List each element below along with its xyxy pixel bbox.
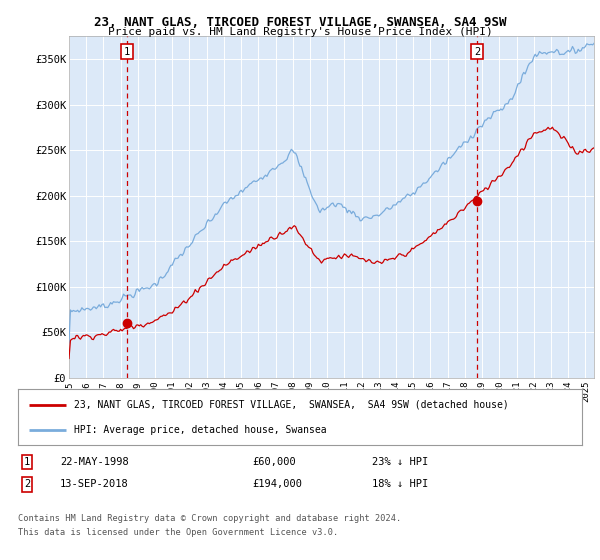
Text: 23, NANT GLAS, TIRCOED FOREST VILLAGE, SWANSEA, SA4 9SW: 23, NANT GLAS, TIRCOED FOREST VILLAGE, S… (94, 16, 506, 29)
Text: 2: 2 (24, 479, 30, 489)
Text: 23, NANT GLAS, TIRCOED FOREST VILLAGE,  SWANSEA,  SA4 9SW (detached house): 23, NANT GLAS, TIRCOED FOREST VILLAGE, S… (74, 400, 509, 410)
Text: £194,000: £194,000 (252, 479, 302, 489)
Text: Price paid vs. HM Land Registry's House Price Index (HPI): Price paid vs. HM Land Registry's House … (107, 27, 493, 37)
Text: 13-SEP-2018: 13-SEP-2018 (60, 479, 129, 489)
Text: £60,000: £60,000 (252, 457, 296, 467)
Text: This data is licensed under the Open Government Licence v3.0.: This data is licensed under the Open Gov… (18, 528, 338, 537)
Text: Contains HM Land Registry data © Crown copyright and database right 2024.: Contains HM Land Registry data © Crown c… (18, 514, 401, 523)
Text: 22-MAY-1998: 22-MAY-1998 (60, 457, 129, 467)
Text: HPI: Average price, detached house, Swansea: HPI: Average price, detached house, Swan… (74, 424, 327, 435)
Text: 18% ↓ HPI: 18% ↓ HPI (372, 479, 428, 489)
Text: 2: 2 (474, 47, 480, 57)
Text: 1: 1 (24, 457, 30, 467)
Text: 1: 1 (124, 47, 130, 57)
Text: 23% ↓ HPI: 23% ↓ HPI (372, 457, 428, 467)
